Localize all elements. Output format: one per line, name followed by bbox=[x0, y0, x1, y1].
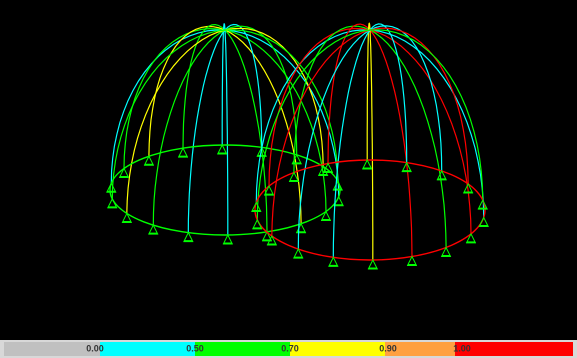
legend-swatch bbox=[100, 342, 195, 356]
legend-swatch bbox=[455, 342, 573, 356]
legend-label: 1.00 bbox=[453, 343, 471, 353]
viewport: 0.00 0.50 0.70 0.90 1.00 bbox=[0, 0, 577, 358]
legend-label: 0.00 bbox=[86, 343, 104, 353]
legend: 0.00 0.50 0.70 0.90 1.00 bbox=[0, 340, 577, 358]
legend-swatch bbox=[195, 342, 290, 356]
page: 0.00 0.50 0.70 0.90 1.00 (() => { const … bbox=[0, 0, 577, 358]
legend-swatch bbox=[290, 342, 385, 356]
legend-label: 0.70 bbox=[281, 343, 299, 353]
model-area bbox=[0, 0, 577, 340]
legend-label: 0.50 bbox=[186, 343, 204, 353]
legend-label: 0.90 bbox=[379, 343, 397, 353]
